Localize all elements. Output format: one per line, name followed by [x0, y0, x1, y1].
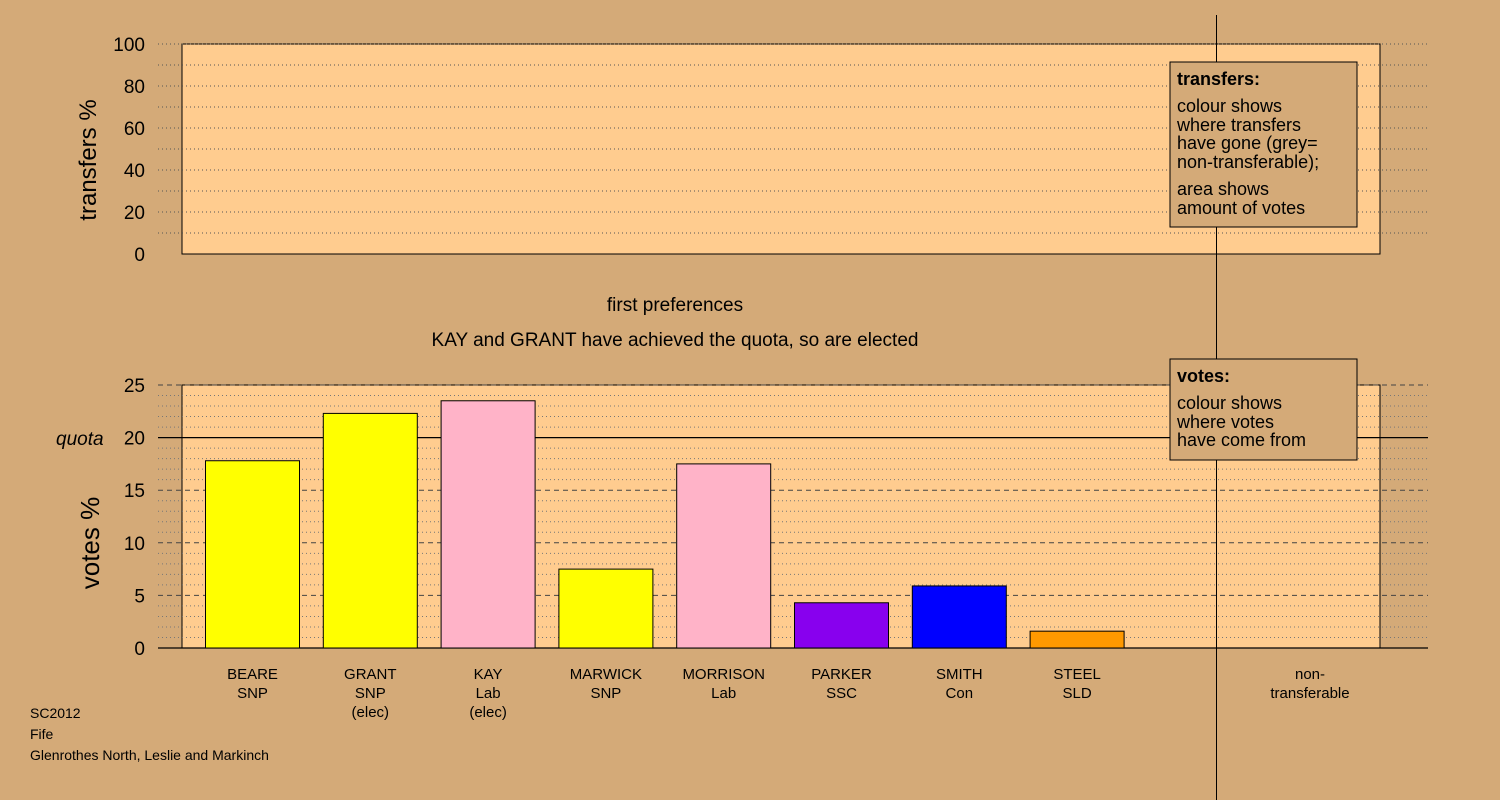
candidate-name-label: MARWICK	[570, 666, 642, 683]
votes-legend-line: colour shows	[1177, 393, 1282, 413]
transfers-legend-line: have gone (grey=	[1177, 133, 1318, 153]
council-name: Fife	[30, 726, 54, 742]
votes-legend-title: votes:	[1177, 366, 1230, 386]
candidate-name-label: STEEL	[1053, 666, 1101, 683]
non-transferable-label-line1: non-	[1295, 666, 1325, 683]
y-tick-label: 25	[124, 376, 145, 397]
bar-morrison	[676, 463, 772, 649]
y-tick-label: 20	[124, 203, 145, 224]
candidate-party-label: Con	[946, 685, 974, 702]
transfers-legend-line: amount of votes	[1177, 198, 1305, 218]
bar-steel	[1029, 630, 1125, 649]
votes-legend-box	[1169, 358, 1358, 461]
candidate-party-label: SNP	[590, 685, 621, 702]
votes-bars	[205, 400, 1125, 649]
transfers-y-axis-label: transfers %	[75, 99, 102, 220]
y-tick-label: 60	[124, 119, 145, 140]
bar-grant	[322, 412, 418, 649]
transfers-legend-line: area shows	[1177, 179, 1269, 199]
y-tick-label: 100	[113, 35, 145, 56]
candidate-name-label: KAY	[474, 666, 503, 683]
transfers-legend-line: colour shows	[1177, 96, 1282, 116]
non-transferable-label-line2: transferable	[1270, 685, 1349, 702]
candidate-party-label: SSC	[826, 685, 857, 702]
candidate-party-label: SLD	[1063, 685, 1092, 702]
votes-y-ticks: 0 5 10 15 20 25	[124, 376, 145, 660]
candidate-status-label: (elec)	[352, 704, 390, 721]
candidate-labels: BEARE SNP GRANT SNP (elec) KAY Lab (elec) MARWIC…	[227, 666, 1101, 721]
transfers-y-ticks: 0 20 40 60 80 100	[113, 35, 145, 266]
y-tick-label: 40	[124, 161, 145, 182]
bar-parker	[794, 602, 889, 649]
bar-marwick	[558, 568, 654, 649]
transfers-legend: transfers: colour shows where transfers …	[1169, 61, 1358, 228]
y-tick-label: 5	[134, 586, 145, 607]
election-name: SC2012	[30, 705, 81, 721]
y-tick-label: 0	[134, 639, 145, 660]
y-tick-label: 0	[134, 245, 145, 266]
transfers-legend-line: non-transferable);	[1177, 152, 1319, 172]
chart-subtitle: KAY and GRANT have achieved the quota, s…	[432, 330, 919, 351]
candidate-party-label: SNP	[355, 685, 386, 702]
votes-y-axis-label: votes %	[75, 497, 105, 590]
candidate-party-label: Lab	[711, 685, 736, 702]
votes-legend: votes: colour shows where votes have com…	[1169, 358, 1358, 461]
transfers-legend-box	[1169, 61, 1358, 228]
bar-beare	[205, 460, 300, 649]
ward-name: Glenrothes North, Leslie and Markinch	[30, 747, 269, 763]
y-tick-label: 10	[124, 534, 145, 555]
bar-kay	[440, 400, 536, 649]
candidate-party-label: SNP	[237, 685, 268, 702]
bar-smith	[911, 585, 1007, 649]
candidate-name-label: MORRISON	[682, 666, 765, 683]
candidate-status-label: (elec)	[469, 704, 507, 721]
chart-title: first preferences	[607, 295, 743, 316]
votes-legend-line: where votes	[1176, 412, 1274, 432]
election-footer: SC2012 Fife Glenrothes North, Leslie and…	[30, 703, 269, 766]
candidate-party-label: Lab	[476, 685, 501, 702]
candidate-name-label: PARKER	[811, 666, 872, 683]
candidate-name-label: GRANT	[344, 666, 397, 683]
candidate-name-label: BEARE	[227, 666, 278, 683]
quota-label: quota	[56, 429, 104, 450]
transfers-legend-title: transfers:	[1177, 69, 1260, 89]
votes-legend-line: have come from	[1177, 430, 1306, 450]
candidate-name-label: SMITH	[936, 666, 983, 683]
y-tick-label: 15	[124, 481, 145, 502]
transfers-legend-line: where transfers	[1176, 115, 1301, 135]
y-tick-label: 20	[124, 429, 145, 450]
y-tick-label: 80	[124, 77, 145, 98]
